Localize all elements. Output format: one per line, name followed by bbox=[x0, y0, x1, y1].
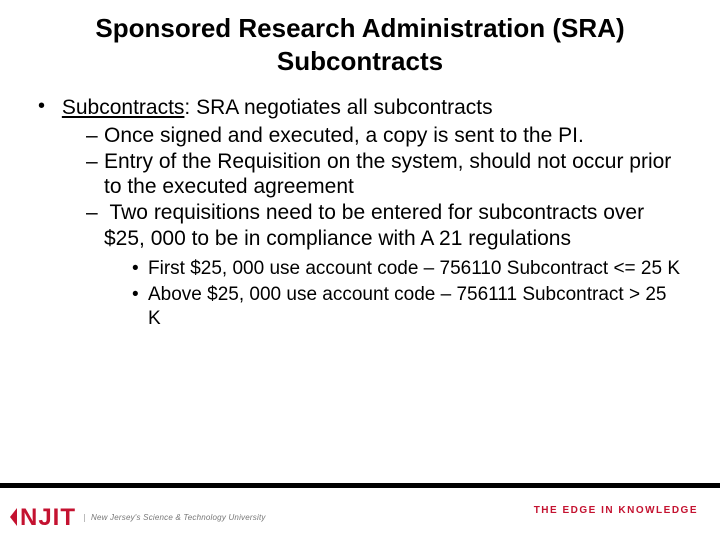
footer-tagline: THE EDGE IN KNOWLEDGE bbox=[534, 505, 698, 516]
sub-bullet: Above $25, 000 use account code – 756111… bbox=[132, 283, 684, 331]
intro-label: Subcontracts bbox=[62, 96, 185, 119]
sub-bullet: First $25, 000 use account code – 756110… bbox=[132, 257, 684, 281]
slide-title: Sponsored Research Administration (SRA) … bbox=[0, 0, 720, 95]
bullet-list-l1: Subcontracts: SRA negotiates all subcont… bbox=[36, 95, 684, 331]
intro-line: Subcontracts: SRA negotiates all subcont… bbox=[62, 96, 493, 119]
njit-subtitle: New Jersey's Science & Technology Univer… bbox=[84, 514, 266, 523]
slide-body: Subcontracts: SRA negotiates all subcont… bbox=[0, 95, 720, 540]
bullet-list-l3: First $25, 000 use account code – 756110… bbox=[104, 257, 684, 330]
dash-item-text: Two requisitions need to be entered for … bbox=[104, 201, 644, 250]
dash-item: Two requisitions need to be entered for … bbox=[86, 200, 684, 330]
slide-footer: NJIT New Jersey's Science & Technology U… bbox=[0, 484, 720, 540]
dash-item: Once signed and executed, a copy is sent… bbox=[86, 123, 684, 149]
footer-divider bbox=[0, 483, 720, 488]
intro-rest: : SRA negotiates all subcontracts bbox=[184, 96, 492, 119]
bullet-l1-subcontracts: Subcontracts: SRA negotiates all subcont… bbox=[56, 95, 684, 331]
slide: Sponsored Research Administration (SRA) … bbox=[0, 0, 720, 540]
njit-wordmark: NJIT bbox=[20, 506, 76, 530]
njit-logo: NJIT New Jersey's Science & Technology U… bbox=[20, 506, 266, 530]
dash-item: Entry of the Requisition on the system, … bbox=[86, 149, 684, 200]
bullet-list-l2: Once signed and executed, a copy is sent… bbox=[56, 123, 684, 330]
